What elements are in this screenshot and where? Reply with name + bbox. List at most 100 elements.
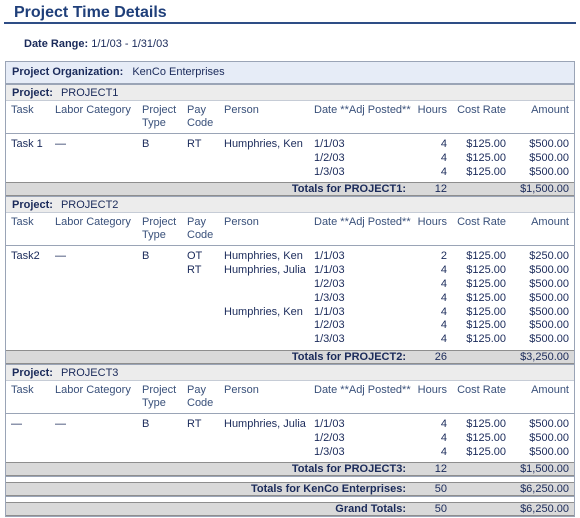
cell-date: 1/2/03	[314, 319, 345, 332]
cell-hours: 4	[440, 431, 447, 444]
cell-amount: $500.00	[529, 165, 569, 178]
col-header-pay-line2: Code	[187, 396, 214, 409]
cell-person: Humphries, Ken	[224, 305, 303, 318]
section-gap	[6, 476, 574, 482]
project-label: Project:	[12, 87, 53, 99]
cell-pay-code: RT	[187, 138, 202, 150]
col-header-amount: Amount	[531, 104, 569, 117]
cell-person: Humphries, Ken	[224, 138, 303, 150]
grand-totals-amount: $6,250.00	[520, 503, 569, 516]
project-totals-label: Totals for PROJECT3:	[291, 463, 406, 476]
table-row: 1/3/03 4 $125.00 $500.00	[6, 446, 574, 460]
col-header-task: Task	[11, 104, 34, 117]
cell-hours: 4	[440, 151, 447, 164]
table-row: 1/3/03 4 $125.00 $500.00	[6, 333, 574, 347]
cell-amount: $500.00	[529, 445, 569, 458]
cell-amount: $500.00	[529, 319, 569, 332]
cell-cost-rate: $125.00	[466, 333, 506, 346]
cell-date: 1/3/03	[314, 445, 345, 458]
cell-labor-category: —	[55, 417, 66, 430]
cell-date: 1/1/03	[314, 250, 345, 263]
cell-pay-code: OT	[187, 250, 203, 263]
cell-hours: 4	[440, 277, 447, 290]
project-totals-amount: $1,500.00	[520, 183, 569, 196]
cell-amount: $500.00	[529, 277, 569, 290]
cell-amount: $250.00	[529, 250, 569, 263]
col-header-labor-category: Labor Category	[55, 384, 131, 397]
project-header-bar: Project: PROJECT3	[6, 363, 574, 381]
cell-cost-rate: $125.00	[466, 291, 506, 304]
cell-hours: 4	[440, 291, 447, 304]
table-row: Humphries, Ken 1/1/03 4 $125.00 $500.00	[6, 306, 574, 320]
col-header-ptype-line1: Project	[142, 216, 177, 229]
date-range-value: 1/1/03 - 1/31/03	[91, 38, 169, 50]
org-value: KenCo Enterprises	[132, 66, 225, 78]
cell-amount: $500.00	[529, 138, 569, 150]
col-header-pay-code: Pay Code	[187, 216, 213, 242]
cell-hours: 4	[440, 264, 447, 277]
col-header-date: Date **Adj Posted**	[314, 104, 411, 117]
col-header-ptype-line2: Type	[142, 229, 166, 242]
col-header-project-type: Project Type	[142, 216, 176, 242]
project-label: Project:	[12, 366, 53, 379]
col-header-cost-rate: Cost Rate	[457, 216, 506, 229]
col-header-pay-line1: Pay	[187, 216, 206, 229]
cell-hours: 4	[440, 319, 447, 332]
col-header-person: Person	[224, 384, 259, 397]
col-header-pay-code: Pay Code	[187, 384, 213, 410]
cell-pay-code: RT	[187, 264, 202, 277]
project-rows: Task 1 — B RT Humphries, Ken 1/1/03 4 $125.00 $5…	[6, 134, 574, 182]
cell-task: Task 1	[11, 138, 43, 150]
col-header-cost-rate: Cost Rate	[457, 104, 506, 117]
cell-cost-rate: $125.00	[466, 417, 506, 430]
cell-task: —	[11, 417, 22, 430]
cell-project-type: B	[142, 417, 150, 430]
col-header-person-text: Person	[224, 104, 259, 116]
grand-totals-hours: 50	[434, 503, 447, 516]
col-header-rate-text: Cost Rate	[457, 383, 506, 396]
col-header-amount-text: Amount	[531, 383, 569, 396]
col-header-ptype-line1: Project	[142, 383, 177, 396]
col-header-date: Date **Adj Posted**	[314, 216, 411, 229]
cell-person: Humphries, Julia	[224, 264, 306, 277]
col-header-pay-line2: Code	[187, 229, 214, 242]
col-header-date-text: Date **Adj Posted**	[314, 216, 411, 229]
cell-date: 1/1/03	[314, 305, 345, 318]
column-header-row: Task Labor Category Project Type Pay Code Pers…	[6, 381, 574, 414]
col-header-pay-line2: Code	[187, 117, 214, 129]
col-header-pay-line1: Pay	[187, 383, 206, 396]
cell-pay-code: RT	[187, 417, 202, 430]
project-totals-amount: $1,500.00	[520, 463, 569, 476]
cell-cost-rate: $125.00	[466, 319, 506, 332]
table-row: Task 1 — B RT Humphries, Ken 1/1/03 4 $125.00 $5…	[6, 138, 574, 152]
grand-totals-row: Grand Totals: 50 $6,250.00	[6, 502, 574, 517]
col-header-task-text: Task	[11, 104, 34, 116]
project-name: PROJECT2	[60, 199, 119, 212]
cell-person: Humphries, Ken	[224, 250, 303, 263]
cell-hours: 4	[440, 445, 447, 458]
table-row: 1/2/03 4 $125.00 $500.00	[6, 278, 574, 292]
col-header-hours-text: Hours	[417, 383, 447, 396]
col-header-amount-text: Amount	[531, 104, 569, 116]
cell-cost-rate: $125.00	[466, 165, 506, 178]
col-header-task-text: Task	[11, 216, 34, 229]
org-totals-label: Totals for KenCo Enterprises:	[250, 483, 406, 496]
col-header-pay-code: Pay Code	[187, 104, 213, 130]
date-range: Date Range: 1/1/03 - 1/31/03	[0, 24, 580, 64]
org-totals-amount: $6,250.00	[520, 483, 569, 496]
cell-hours: 2	[440, 250, 447, 263]
project-rows: — — B RT Humphries, Julia 1/1/03 4 $125.00 $500.…	[6, 414, 574, 462]
projects-container: Project: PROJECT1 Task Labor Category Projec…	[6, 84, 574, 477]
cell-cost-rate: $125.00	[466, 431, 506, 444]
project-label: Project:	[12, 199, 53, 212]
cell-task: Task2	[11, 250, 40, 263]
cell-date: 1/2/03	[314, 277, 345, 290]
col-header-pay-line1: Pay	[187, 104, 206, 116]
cell-cost-rate: $125.00	[466, 264, 506, 277]
col-header-task-text: Task	[11, 383, 34, 396]
col-header-task: Task	[11, 216, 34, 229]
col-header-labor-category: Labor Category	[55, 104, 131, 117]
org-totals-row: Totals for KenCo Enterprises: 50 $6,250.…	[6, 482, 574, 497]
table-row: — — B RT Humphries, Julia 1/1/03 4 $125.00 $500.…	[6, 418, 574, 432]
col-header-project-type: Project Type	[142, 104, 176, 130]
